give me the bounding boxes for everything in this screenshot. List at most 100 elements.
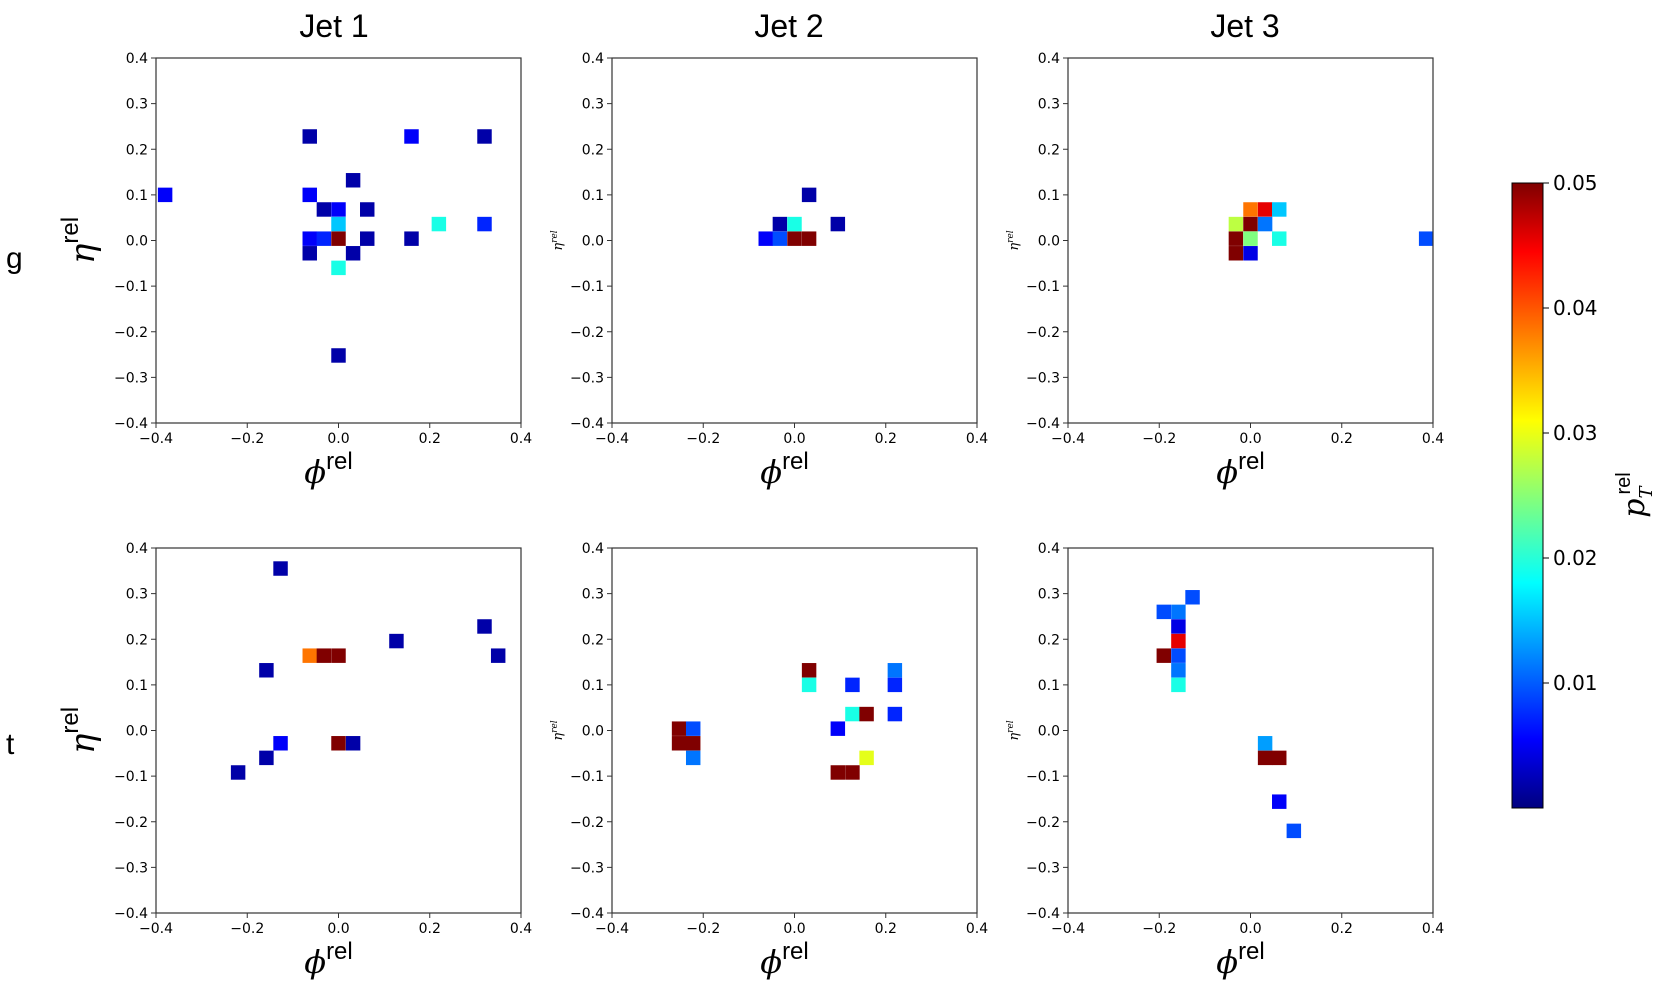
x-tick-label: 0.4: [966, 431, 988, 447]
y-tick-label: −0.1: [570, 279, 604, 295]
heatmap-cell: [859, 750, 874, 766]
x-tick-label: 0.4: [966, 921, 988, 937]
plot-frame: [1067, 547, 1434, 914]
heatmap-cell: [1171, 604, 1186, 620]
heatmap-cell: [273, 736, 288, 751]
heatmap-cell: [887, 677, 903, 693]
row-label-g: g: [6, 242, 23, 275]
heatmap-cell: [845, 765, 860, 780]
y-tick-label: −0.3: [114, 370, 148, 386]
y-tick-label: −0.4: [1026, 416, 1060, 432]
y-tick-label: −0.1: [114, 279, 148, 295]
colorbar: 0.01 0.02 0.03 0.04 0.05 pTrel: [1511, 171, 1657, 809]
colorbar-tick-label: 0.04: [1553, 296, 1598, 320]
heatmap-cell: [685, 750, 701, 766]
heatmap-cell: [671, 721, 687, 736]
heatmap-cell: [1243, 202, 1258, 217]
y-tick-label: 0.4: [126, 541, 148, 557]
y-tick-label: −0.2: [1026, 325, 1060, 341]
y-tick-label: 0.4: [582, 51, 604, 67]
heatmap-cell: [830, 216, 846, 232]
heatmap-cell: [830, 721, 846, 736]
heatmap-cell: [316, 202, 332, 217]
heatmap-cell: [1228, 216, 1244, 232]
x-tick-label: 0.4: [510, 431, 532, 447]
y-tick-label: 0.3: [1038, 587, 1060, 603]
heatmap-cell: [316, 648, 332, 663]
plot-frame: [611, 547, 978, 914]
heatmap-cell: [758, 231, 773, 246]
colorbar-gradient: [1511, 182, 1544, 809]
y-tick-label: −0.3: [1026, 860, 1060, 876]
heatmap-cell: [1257, 216, 1273, 232]
heatmap-cell: [302, 231, 317, 246]
row-label-t: t: [6, 728, 15, 761]
y-tick-label: −0.3: [114, 860, 148, 876]
panel-t-jet-2: −0.4 −0.2 0.0 0.2 0.4 0.4 0.3 0.2 0.1 0.0 −0.1 −0.2…: [550, 541, 988, 981]
y-tick-label: −0.2: [114, 325, 148, 341]
y-axis-label: ηrel: [550, 230, 566, 250]
heatmap-cell: [259, 750, 274, 766]
heatmap-cell: [360, 231, 375, 246]
heatmap-cell: [801, 677, 817, 693]
x-tick-label: 0.2: [419, 921, 441, 937]
colorbar-tick-label: 0.01: [1553, 671, 1598, 695]
heatmap-cell: [1171, 663, 1186, 678]
heatmap-cell: [1156, 648, 1172, 663]
y-tick-label: −0.1: [114, 769, 148, 785]
heatmap-cell: [331, 736, 346, 751]
colorbar-tick-label: 0.02: [1553, 546, 1598, 570]
heatmap-cell: [1171, 633, 1186, 649]
y-tick-label: 0.2: [126, 142, 148, 158]
y-tick-label: −0.2: [570, 815, 604, 831]
x-axis-label: ϕrel: [760, 938, 808, 981]
y-tick-label: 0.4: [1038, 51, 1060, 67]
heatmap-cell: [772, 231, 788, 246]
x-tick-label: −0.4: [595, 431, 629, 447]
y-tick-label: −0.1: [1026, 769, 1060, 785]
heatmap-cell: [1257, 202, 1273, 217]
x-tick-label: 0.2: [1331, 431, 1353, 447]
heatmap-cell: [830, 765, 846, 780]
heatmap-cell: [685, 736, 701, 751]
x-tick-label: 0.2: [875, 921, 897, 937]
heatmap-cell: [477, 216, 492, 232]
heatmap-cell: [331, 202, 346, 217]
x-tick-label: −0.2: [230, 431, 264, 447]
y-axis-label: ηrel: [550, 720, 566, 740]
heatmap-cell: [302, 187, 317, 203]
y-tick-label: 0.0: [582, 234, 604, 250]
heatmap-cell: [477, 129, 492, 144]
heatmap-cell: [345, 736, 361, 751]
column-title-jet-1: Jet 1: [299, 8, 369, 44]
colorbar-tick-label: 0.05: [1553, 171, 1598, 195]
heatmap-cell: [345, 173, 361, 188]
heatmap-cell: [1171, 648, 1186, 663]
heatmap-cell: [887, 663, 903, 678]
y-tick-label: −0.3: [570, 370, 604, 386]
x-tick-label: −0.2: [1142, 921, 1176, 937]
heatmap-cell: [389, 633, 404, 649]
heatmap-cell: [787, 231, 802, 246]
y-tick-label: 0.1: [582, 188, 604, 204]
heatmap-cell: [331, 260, 346, 276]
y-axis-label: ηrel: [1006, 230, 1022, 250]
x-tick-label: 0.0: [1239, 431, 1261, 447]
x-tick-label: −0.4: [1051, 921, 1085, 937]
x-tick-label: 0.2: [875, 431, 897, 447]
heatmap-cell: [331, 648, 346, 663]
column-title-jet-3: Jet 3: [1210, 8, 1280, 44]
y-tick-label: 0.1: [582, 678, 604, 694]
x-tick-label: −0.4: [139, 431, 173, 447]
y-tick-label: 0.1: [1038, 188, 1060, 204]
heatmap-cell: [1272, 794, 1287, 809]
heatmap-cell: [477, 619, 492, 634]
heatmap-cell: [230, 765, 246, 780]
heatmap-cell: [787, 216, 802, 232]
y-tick-label: 0.2: [1038, 632, 1060, 648]
y-tick-label: −0.4: [114, 906, 148, 922]
y-tick-label: 0.4: [582, 541, 604, 557]
x-tick-label: −0.2: [686, 431, 720, 447]
y-tick-label: −0.4: [570, 906, 604, 922]
x-tick-label: 0.2: [419, 431, 441, 447]
